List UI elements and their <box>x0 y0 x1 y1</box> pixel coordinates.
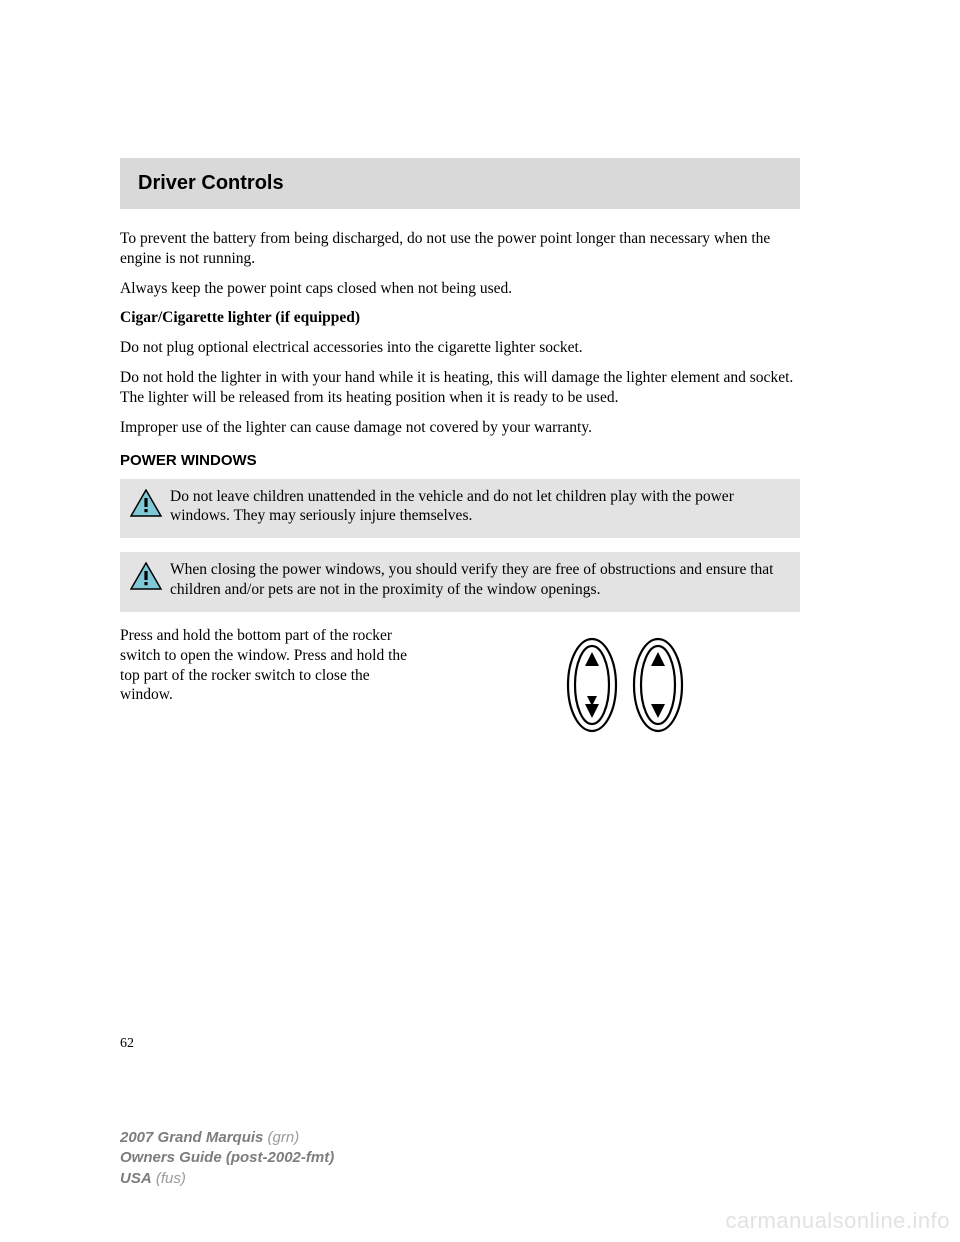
footer-line-2: Owners Guide (post-2002-fmt) <box>120 1148 334 1168</box>
page-content: Driver Controls To prevent the battery f… <box>120 158 800 740</box>
subheading-lighter: Cigar/Cigarette lighter (if equipped) <box>120 308 800 328</box>
footer: 2007 Grand Marquis (grn) Owners Guide (p… <box>120 1128 334 1189</box>
paragraph-hold-lighter: Do not hold the lighter in with your han… <box>120 368 800 408</box>
warning-text-children: Do not leave children unattended in the … <box>170 488 734 525</box>
warning-icon <box>130 562 162 590</box>
rocker-switch-diagram <box>450 626 800 740</box>
page-number: 62 <box>120 1036 134 1052</box>
footer-code-2: (fus) <box>152 1170 186 1187</box>
paragraph-caps: Always keep the power point caps closed … <box>120 279 800 299</box>
footer-model: 2007 Grand Marquis <box>120 1129 263 1146</box>
warning-text-obstructions: When closing the power windows, you shou… <box>170 561 773 598</box>
paragraph-accessories: Do not plug optional electrical accessor… <box>120 338 800 358</box>
footer-region: USA <box>120 1170 152 1187</box>
paragraph-battery: To prevent the battery from being discha… <box>120 229 800 269</box>
footer-line-3: USA (fus) <box>120 1169 334 1189</box>
chapter-title: Driver Controls <box>138 172 782 195</box>
warning-box-children: Do not leave children unattended in the … <box>120 479 800 539</box>
footer-line-1: 2007 Grand Marquis (grn) <box>120 1128 334 1148</box>
footer-code-1: (grn) <box>263 1129 299 1146</box>
warning-icon <box>130 489 162 517</box>
rocker-switch-section: Press and hold the bottom part of the ro… <box>120 626 800 740</box>
section-heading-power-windows: POWER WINDOWS <box>120 452 800 469</box>
warning-box-obstructions: When closing the power windows, you shou… <box>120 552 800 612</box>
watermark: carmanualsonline.info <box>725 1208 950 1234</box>
chapter-header: Driver Controls <box>120 158 800 209</box>
paragraph-rocker: Press and hold the bottom part of the ro… <box>120 626 420 705</box>
rocker-switch-svg <box>550 630 700 740</box>
paragraph-warranty: Improper use of the lighter can cause da… <box>120 418 800 438</box>
rocker-switch-text-column: Press and hold the bottom part of the ro… <box>120 626 420 740</box>
